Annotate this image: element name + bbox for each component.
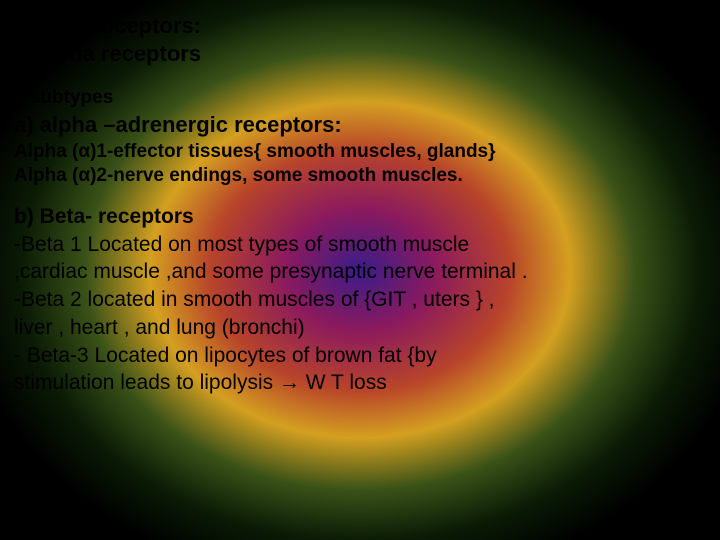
slide-container: B-Adrenoceptors: 1-Alpha receptors 2 sub… [0, 0, 720, 540]
title-line-2: 1-Alpha receptors [14, 40, 706, 68]
section-b-heading: b) Beta- receptors [14, 203, 706, 231]
spacer [14, 68, 706, 86]
title-line-1: B-Adrenoceptors: [14, 12, 706, 40]
alpha1-line: Alpha (α)1-effector tissues{ smooth musc… [14, 140, 706, 165]
subtypes-label: 2 subtypes [14, 86, 706, 111]
section-a-heading: a) alpha –adrenergic receptors: [14, 111, 706, 140]
beta-body: -Beta 1 Located on most types of smooth … [14, 231, 706, 397]
spacer [14, 189, 706, 203]
alpha2-line: Alpha (α)2-nerve endings, some smooth mu… [14, 164, 706, 189]
